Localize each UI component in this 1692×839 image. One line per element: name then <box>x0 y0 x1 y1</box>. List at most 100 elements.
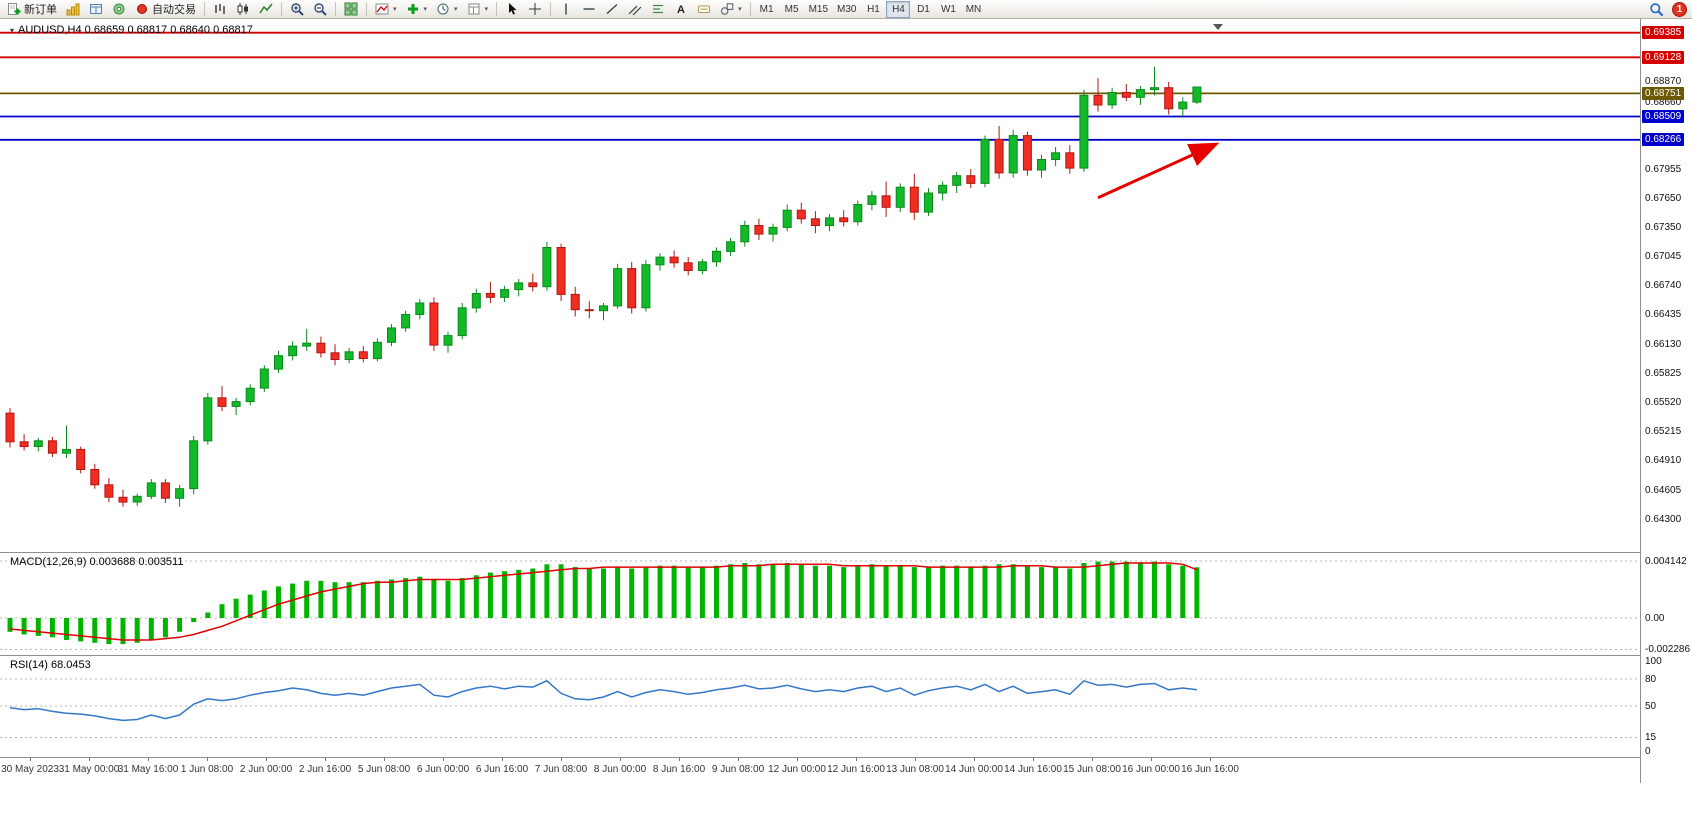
notification-badge[interactable]: 1 <box>1672 1 1687 17</box>
timeframe-w1-button[interactable]: W1 <box>936 1 960 18</box>
panel-separator[interactable] <box>0 552 1692 553</box>
crosshair-tool-button[interactable] <box>524 1 546 18</box>
timeframe-m5-button[interactable]: M5 <box>780 1 804 18</box>
market-watch-button[interactable] <box>62 1 84 18</box>
fibonacci-tool-button[interactable] <box>647 1 669 18</box>
toolbar-right-group: 1 <box>1645 1 1689 18</box>
candlestick-chart-button[interactable] <box>232 1 254 18</box>
data-window-button[interactable] <box>85 1 107 18</box>
channel-tool-button[interactable] <box>624 1 646 18</box>
time-axis-label: 1 Jun 08:00 <box>180 764 234 775</box>
text-tool-button[interactable]: A <box>670 1 692 18</box>
shapes-tool-button[interactable]: ▾ <box>716 1 746 18</box>
price-tick: 0.66130 <box>1645 339 1682 350</box>
price-axis[interactable]: 0.68870 0.68660 0.67955 0.67650 0.67350 0.670… <box>1641 0 1692 839</box>
toolbar-separator <box>550 2 552 16</box>
line-chart-icon <box>259 3 273 14</box>
horizontal-line-tool-button[interactable] <box>578 1 600 18</box>
timeframe-m1-button[interactable]: M1 <box>755 1 779 18</box>
time-tick <box>620 757 621 761</box>
zoom-out-button[interactable] <box>309 1 331 18</box>
rsi-scale-tick: 50 <box>1645 701 1657 712</box>
timeframe-mn-button[interactable]: MN <box>961 1 985 18</box>
time-axis-label: 31 May 00:00 <box>58 764 120 775</box>
trendline-tool-button[interactable] <box>601 1 623 18</box>
templates-menu-button[interactable]: ▾ <box>463 1 493 18</box>
macd-canvas[interactable] <box>0 552 1640 655</box>
price-chart-panel[interactable] <box>0 19 1640 552</box>
trendline-icon <box>606 3 618 15</box>
bar-chart-button[interactable] <box>209 1 231 18</box>
time-axis-label: 14 Jun 00:00 <box>945 764 1003 775</box>
timeframe-m15-button[interactable]: M15 <box>805 1 832 18</box>
cursor-tool-button[interactable] <box>501 1 523 18</box>
time-axis[interactable]: 30 May 2023 31 May 00:00 31 May 16:00 1 Jun… <box>0 757 1640 783</box>
chevron-down-icon: ▾ <box>738 6 742 13</box>
timeframe-h4-button[interactable]: H4 <box>886 0 911 18</box>
toolbar-separator <box>204 2 205 16</box>
price-tick: 0.65215 <box>1645 426 1682 437</box>
data-window-icon <box>90 4 102 14</box>
timeframe-m30-button[interactable]: M30 <box>833 1 860 18</box>
time-axis-label: 14 Jun 16:00 <box>1004 764 1062 775</box>
template-icon <box>468 3 480 15</box>
search-button[interactable] <box>1645 1 1668 18</box>
price-level-badge: 0.68509 <box>1642 110 1685 123</box>
price-tick: 0.64605 <box>1645 485 1682 496</box>
time-tick <box>266 757 267 761</box>
time-axis-label: 31 May 16:00 <box>117 764 179 775</box>
timeframe-d1-button[interactable]: D1 <box>911 1 935 18</box>
period-menu-button[interactable]: ▾ <box>432 1 462 18</box>
auto-trading-label: 自动交易 <box>152 4 196 16</box>
timeframe-h1-button[interactable]: H1 <box>861 1 885 18</box>
navigator-button[interactable] <box>108 1 130 18</box>
time-axis-label: 6 Jun 00:00 <box>416 764 470 775</box>
rsi-indicator-panel[interactable] <box>0 655 1640 757</box>
rsi-grid <box>0 678 1640 738</box>
zoom-in-button[interactable] <box>286 1 308 18</box>
price-tick: 0.65825 <box>1645 368 1682 379</box>
zoom-out-icon <box>314 3 327 16</box>
time-axis-label: 9 Jun 08:00 <box>711 764 765 775</box>
time-tick <box>1210 757 1211 761</box>
cursor-icon <box>509 3 517 15</box>
time-tick <box>1033 757 1034 761</box>
indicators-icon <box>375 3 389 15</box>
vertical-line-tool-button[interactable] <box>555 1 577 18</box>
axis-separator <box>0 757 1692 758</box>
indicators-menu-button[interactable]: ▾ <box>371 1 401 18</box>
panel-separator[interactable] <box>0 655 1692 656</box>
time-axis-label: 2 Jun 00:00 <box>239 764 293 775</box>
time-axis-label: 16 Jun 00:00 <box>1122 764 1180 775</box>
price-chart-canvas[interactable] <box>0 19 1640 552</box>
time-axis-label: 15 Jun 08:00 <box>1063 764 1121 775</box>
add-indicator-button[interactable]: ▾ <box>402 1 432 18</box>
macd-scale-tick: 0.004142 <box>1645 556 1687 567</box>
tile-windows-icon <box>344 2 358 16</box>
rsi-scale-tick: 80 <box>1645 674 1657 685</box>
tile-windows-button[interactable] <box>340 1 362 18</box>
time-axis-label: 8 Jun 16:00 <box>652 764 706 775</box>
new-order-button[interactable]: 新订单 <box>3 1 61 18</box>
time-tick <box>89 757 90 761</box>
price-level-badge: 0.68266 <box>1642 133 1685 146</box>
time-tick <box>974 757 975 761</box>
time-axis-label: 5 Jun 08:00 <box>357 764 411 775</box>
label-tool-button[interactable] <box>693 1 715 18</box>
navigator-icon <box>113 3 125 15</box>
macd-indicator-panel[interactable] <box>0 552 1640 655</box>
rsi-line <box>9 679 1197 722</box>
price-tick: 0.68660 <box>1645 97 1682 108</box>
price-tick: 0.66435 <box>1645 309 1682 320</box>
auto-trading-button[interactable]: 自动交易 <box>131 1 200 18</box>
rsi-canvas[interactable] <box>0 655 1640 757</box>
time-axis-label: 12 Jun 16:00 <box>827 764 885 775</box>
horizontal-line-icon <box>583 8 595 10</box>
toolbar-separator <box>335 2 336 16</box>
line-chart-button[interactable] <box>255 1 277 18</box>
time-tick <box>148 757 149 761</box>
time-tick <box>1092 757 1093 761</box>
text-label-icon <box>698 5 711 13</box>
chevron-down-icon: ▾ <box>393 6 397 13</box>
time-tick <box>1151 757 1152 761</box>
